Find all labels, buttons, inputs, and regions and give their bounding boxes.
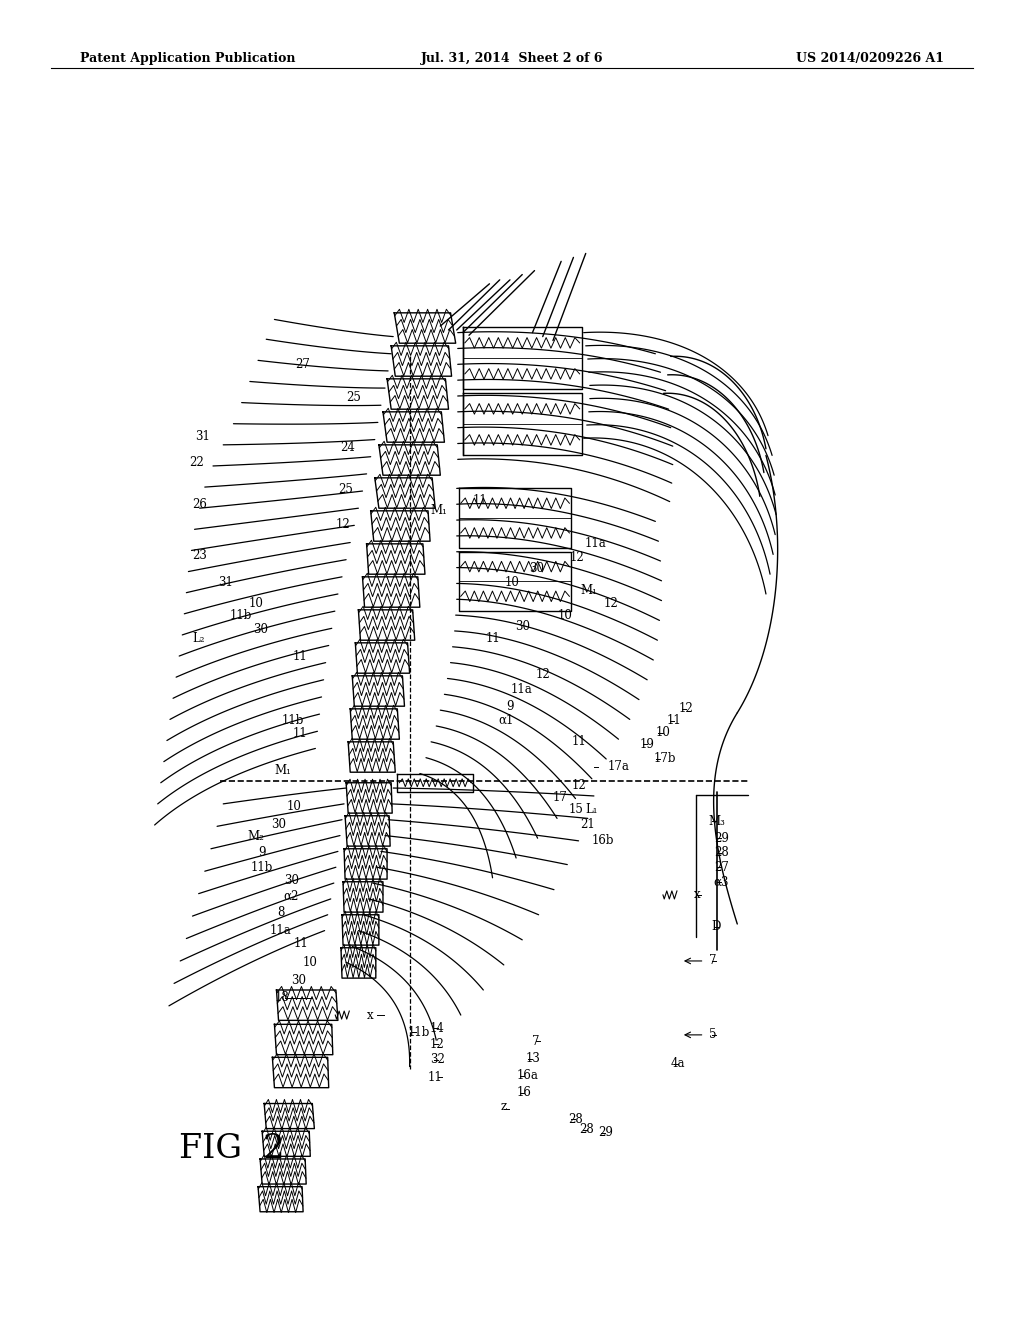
Text: 12: 12 <box>336 517 350 531</box>
Text: 11: 11 <box>293 727 307 741</box>
Text: 11b: 11b <box>229 609 252 622</box>
Text: 21: 21 <box>581 818 595 832</box>
Text: 11: 11 <box>293 649 307 663</box>
Text: 30: 30 <box>271 818 287 832</box>
Text: 25: 25 <box>346 391 361 404</box>
Text: 19: 19 <box>640 738 655 751</box>
Text: 11: 11 <box>428 1071 442 1084</box>
Text: 16: 16 <box>517 1086 532 1100</box>
Text: 17: 17 <box>553 791 568 804</box>
Text: 16b: 16b <box>592 834 614 847</box>
Text: M₁: M₁ <box>274 764 291 777</box>
Text: D: D <box>712 920 721 933</box>
Text: L₁: L₁ <box>586 803 598 816</box>
Text: 27: 27 <box>714 861 729 874</box>
Text: 16a: 16a <box>517 1069 539 1082</box>
Text: 5: 5 <box>709 1028 716 1041</box>
Text: 24: 24 <box>340 441 355 454</box>
Text: 11a: 11a <box>511 682 532 696</box>
Text: 10: 10 <box>505 576 520 589</box>
Text: 28: 28 <box>714 846 728 859</box>
Text: 11a: 11a <box>585 537 606 550</box>
Text: 10: 10 <box>558 609 573 622</box>
Text: 17b: 17b <box>653 752 676 766</box>
Text: 31: 31 <box>196 430 211 444</box>
Text: 12: 12 <box>571 779 586 792</box>
Text: 29: 29 <box>714 832 729 845</box>
Text: 11: 11 <box>485 632 500 645</box>
Text: M₂: M₂ <box>248 830 264 843</box>
Text: 4a: 4a <box>671 1057 685 1071</box>
Text: 11: 11 <box>294 937 308 950</box>
Text: 25: 25 <box>338 483 353 496</box>
Text: z: z <box>501 1100 507 1113</box>
Text: 9: 9 <box>506 700 513 713</box>
Text: 13: 13 <box>525 1052 541 1065</box>
Text: 17a: 17a <box>607 760 629 774</box>
Text: 10: 10 <box>249 597 264 610</box>
Text: 28: 28 <box>580 1123 594 1137</box>
Text: α3: α3 <box>714 875 729 888</box>
Text: 28: 28 <box>568 1113 583 1126</box>
Text: Patent Application Publication: Patent Application Publication <box>80 51 296 65</box>
Text: 12: 12 <box>430 1038 444 1051</box>
Text: FIG  2: FIG 2 <box>179 1133 285 1164</box>
Text: α2: α2 <box>284 890 299 903</box>
Text: US 2014/0209226 A1: US 2014/0209226 A1 <box>796 51 944 65</box>
Text: 8: 8 <box>278 906 285 919</box>
Text: 11: 11 <box>473 494 487 507</box>
Text: 10: 10 <box>303 956 318 969</box>
Text: 11a: 11a <box>269 924 291 937</box>
Text: 26: 26 <box>193 498 208 511</box>
Text: 30: 30 <box>291 974 306 987</box>
Text: 15: 15 <box>568 803 584 816</box>
Text: 30: 30 <box>515 620 530 634</box>
Text: 29: 29 <box>598 1126 613 1139</box>
Text: 23: 23 <box>193 549 208 562</box>
Text: 11b: 11b <box>408 1026 430 1039</box>
Text: 11: 11 <box>571 735 586 748</box>
Text: 12: 12 <box>536 668 550 681</box>
Text: M₁: M₁ <box>581 583 597 597</box>
Text: 7: 7 <box>532 1035 540 1048</box>
Text: M₁: M₁ <box>430 504 446 517</box>
Text: 27: 27 <box>295 358 310 371</box>
Text: 12: 12 <box>679 702 693 715</box>
Text: 11b: 11b <box>251 861 273 874</box>
Text: 10: 10 <box>655 726 671 739</box>
Text: α1: α1 <box>499 714 514 727</box>
Text: 14: 14 <box>430 1022 445 1035</box>
Text: 10: 10 <box>287 800 302 813</box>
Text: 30: 30 <box>253 623 268 636</box>
Text: 30: 30 <box>284 874 299 887</box>
Text: Jul. 31, 2014  Sheet 2 of 6: Jul. 31, 2014 Sheet 2 of 6 <box>421 51 603 65</box>
Text: 11b: 11b <box>282 714 304 727</box>
Text: 12: 12 <box>603 597 617 610</box>
Text: 11: 11 <box>667 714 681 727</box>
Text: 22: 22 <box>189 455 204 469</box>
Text: 30: 30 <box>529 562 545 576</box>
Text: x: x <box>694 888 700 902</box>
Text: 31: 31 <box>218 576 233 589</box>
Text: L₂: L₂ <box>193 632 205 645</box>
Text: 12: 12 <box>569 550 584 564</box>
Text: 9: 9 <box>258 846 265 859</box>
Text: M₃: M₃ <box>709 814 725 828</box>
Text: 32: 32 <box>430 1053 445 1067</box>
Text: x: x <box>367 1008 373 1022</box>
Text: 18: 18 <box>274 991 289 1005</box>
Text: 7: 7 <box>709 954 716 968</box>
